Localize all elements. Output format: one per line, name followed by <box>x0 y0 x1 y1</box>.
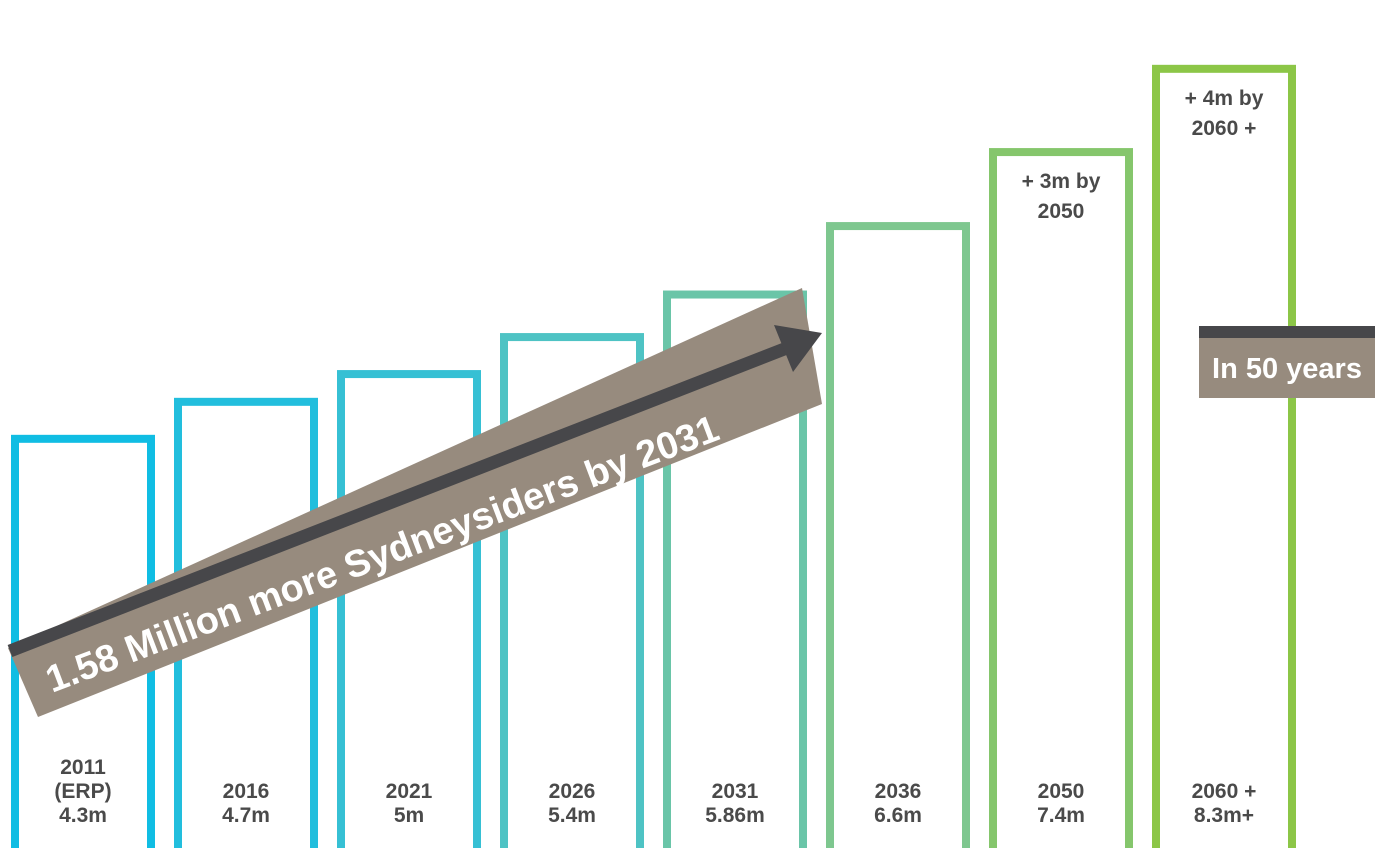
bar-6 <box>989 148 1133 848</box>
bar-annotation-6-1: 2050 <box>1038 200 1085 223</box>
growth-arrow-shaft <box>7 339 795 658</box>
bar-label-4-1: 5.86m <box>705 804 765 827</box>
callout-box <box>1199 332 1375 398</box>
bar-label-2-1: 5m <box>394 804 424 827</box>
callout-text: In 50 years <box>1212 353 1362 385</box>
bar-label-6-1: 7.4m <box>1037 804 1085 827</box>
callout-line <box>1199 326 1375 338</box>
bar-7 <box>1152 64 1296 848</box>
bar-label-4-0: 2031 <box>712 780 759 803</box>
growth-banner <box>8 288 822 717</box>
bar-label-5-1: 6.6m <box>874 804 922 827</box>
bar-label-0-0: 2011 <box>60 756 106 779</box>
bar-label-0-1: (ERP) <box>54 780 111 803</box>
growth-arrow-head <box>774 325 822 372</box>
bar-label-2-0: 2021 <box>386 780 433 803</box>
bar-label-0-2: 4.3m <box>59 804 107 827</box>
bar-label-7-1: 8.3m+ <box>1194 804 1254 827</box>
bar-label-3-0: 2026 <box>549 780 596 803</box>
bar-annotation-7-0: + 4m by <box>1185 87 1264 110</box>
bar-4 <box>663 290 807 848</box>
growth-text: 1.58 Million more Sydneysiders by 2031 <box>40 408 724 702</box>
bar-label-7-0: 2060 + <box>1192 780 1257 803</box>
bar-label-3-1: 5.4m <box>548 804 596 827</box>
bar-annotation-6-0: + 3m by <box>1022 170 1101 193</box>
bar-annotation-7-1: 2060 + <box>1192 117 1257 140</box>
bar-3 <box>500 333 644 848</box>
bar-label-1-1: 4.7m <box>222 804 270 827</box>
bar-label-1-0: 2016 <box>223 780 270 803</box>
in-50-years-callout: In 50 years <box>1199 326 1375 398</box>
bar-label-5-0: 2036 <box>875 780 922 803</box>
bar-2 <box>337 370 481 848</box>
growth-arrow: 1.58 Million more Sydneysiders by 2031 <box>7 288 822 717</box>
bar-5 <box>826 222 970 848</box>
bar-label-6-0: 2050 <box>1038 780 1085 803</box>
